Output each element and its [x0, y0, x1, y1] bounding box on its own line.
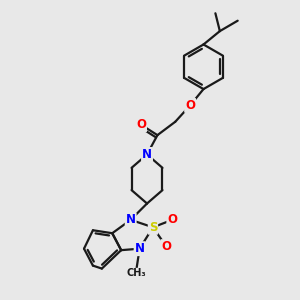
Text: S: S	[149, 221, 157, 234]
Text: O: O	[161, 240, 171, 253]
Text: CH₃: CH₃	[127, 268, 146, 278]
Text: N: N	[142, 148, 152, 161]
Text: O: O	[136, 118, 146, 131]
Text: N: N	[126, 213, 136, 226]
Text: N: N	[135, 242, 145, 255]
Text: O: O	[167, 213, 177, 226]
Text: O: O	[185, 99, 195, 112]
